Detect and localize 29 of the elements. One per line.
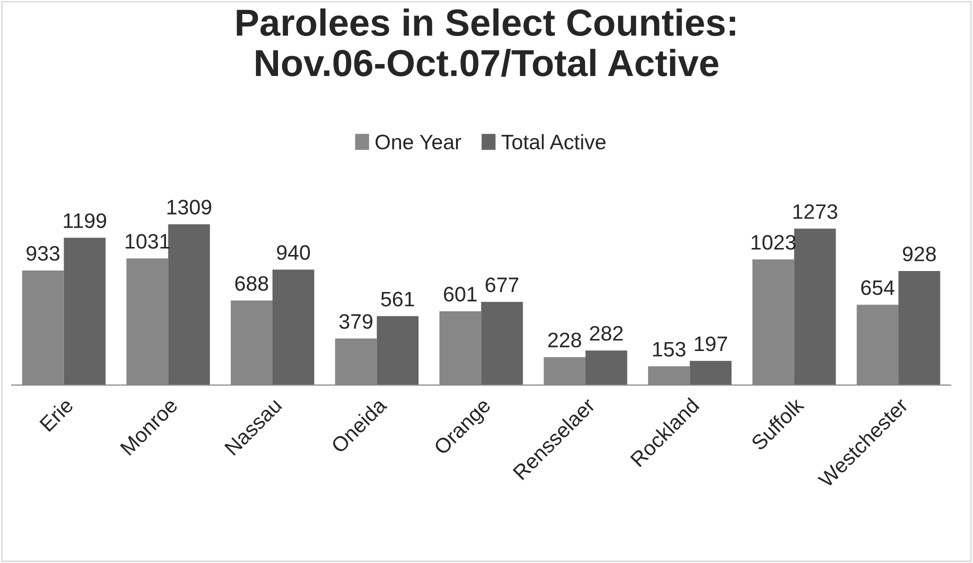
x-tick-label: Erie <box>38 396 74 432</box>
data-label: 601 <box>444 286 477 302</box>
data-label: 688 <box>235 276 268 291</box>
bar <box>272 270 314 386</box>
bar <box>64 238 106 386</box>
bar <box>898 271 940 386</box>
data-label: 197 <box>694 336 728 352</box>
chart-title: Parolees in Select Counties: Nov.06-Oct.07/Total Active <box>236 8 736 77</box>
data-label: 282 <box>590 326 623 341</box>
data-label: 677 <box>486 277 518 292</box>
bar <box>481 302 523 386</box>
data-label: 928 <box>902 246 936 262</box>
legend-label: One Year <box>376 134 462 150</box>
data-label: 153 <box>653 342 686 357</box>
legend-label: Total Active <box>502 134 606 150</box>
data-label: 379 <box>339 314 372 329</box>
data-label: 933 <box>26 246 60 261</box>
bar <box>585 350 628 386</box>
data-label: 1309 <box>167 200 212 215</box>
bar <box>794 228 836 386</box>
data-label: 940 <box>276 245 310 260</box>
data-label: 654 <box>861 280 894 296</box>
data-label: 1273 <box>793 204 838 219</box>
bar <box>376 316 419 386</box>
data-label: 1199 <box>64 213 106 228</box>
bar <box>168 224 210 386</box>
data-label: 228 <box>548 332 582 348</box>
data-label: 561 <box>381 292 414 306</box>
bar <box>690 360 732 386</box>
